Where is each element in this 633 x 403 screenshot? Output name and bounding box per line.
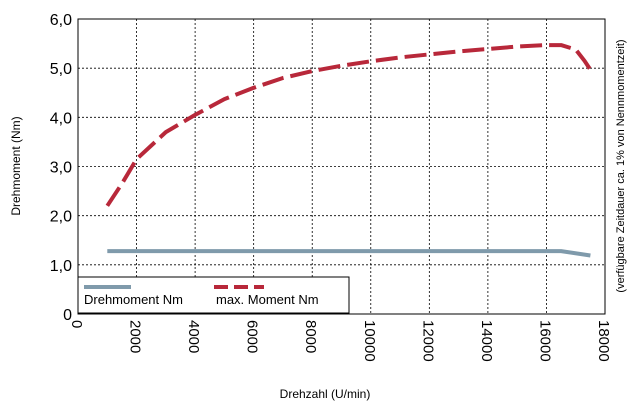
legend: Drehmoment Nm max. Moment Nm [78,277,349,313]
x-tick-label: 0 [68,320,85,328]
x-tick-label: 2000 [127,320,144,353]
y-tick-label: 6,0 [50,12,72,29]
x-axis-label: Drehzahl (U/min) [280,387,371,401]
x-tick-label: 6000 [244,320,261,353]
y-tick-label: 1,0 [50,258,72,275]
y-tick-labels: 01,02,03,04,05,06,0 [50,12,72,324]
x-tick-labels: 0 2000 4000 6000 8000 10000 12000 14000 16000 180… [68,320,612,362]
y-tick-label: 2,0 [50,209,72,226]
x-tick-label: 12000 [419,320,436,362]
series-line-max-moment [107,45,593,206]
plot-frame [78,19,605,314]
y-tick-label: 4,0 [50,110,72,127]
series-line-drehmoment [107,251,590,255]
legend-label-max-moment: max. Moment Nm [216,292,319,307]
x-tick-label: 8000 [302,320,319,353]
legend-label-drehmoment: Drehmoment Nm [84,292,183,307]
x-tick-label: 18000 [595,320,612,362]
grid [78,19,605,314]
y-tick-label: 5,0 [50,61,72,78]
y-tick-label: 3,0 [50,160,72,177]
x-tick-label: 10000 [361,320,378,362]
x-tick-label: 14000 [478,320,495,362]
series-layer [107,45,593,255]
side-note: (verfügbare Zeitdauer ca. 1% von Nennmom… [615,39,627,292]
y-axis-label: Drehmoment (Nm) [9,116,23,215]
x-tick-label: 16000 [536,320,553,362]
x-tick-label: 4000 [185,320,202,353]
